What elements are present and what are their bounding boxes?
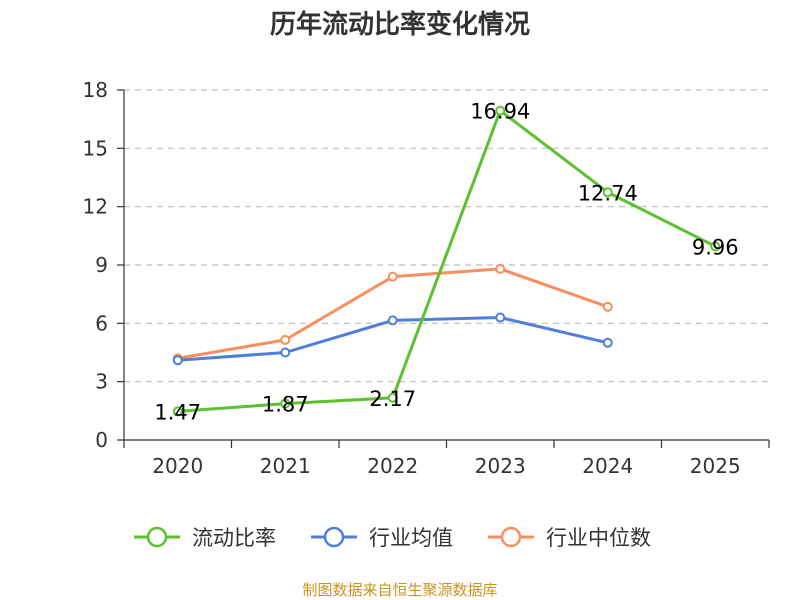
- x-tick-label: 2025: [690, 454, 741, 478]
- data-label: 16.94: [470, 100, 530, 124]
- data-label: 1.47: [154, 400, 201, 424]
- data-point: [387, 315, 398, 326]
- y-tick-label: 0: [95, 428, 108, 452]
- series-line: [177, 267, 609, 360]
- data-point: [602, 337, 613, 348]
- data-point: [602, 301, 613, 312]
- data-point: [172, 406, 183, 417]
- source-note: 制图数据来自恒生聚源数据库: [302, 581, 497, 599]
- data-point: [387, 392, 398, 403]
- data-point: [602, 187, 613, 198]
- series-line: [177, 109, 716, 413]
- data-point: [387, 271, 398, 282]
- grid-lines: [124, 89, 769, 383]
- legend-label: 行业均值: [369, 526, 453, 550]
- data-point: [280, 347, 291, 358]
- legend-item[interactable]: 流动比率: [134, 526, 276, 550]
- x-tick-label: 2020: [152, 454, 203, 478]
- data-point: [710, 241, 721, 252]
- y-tick-label: 12: [83, 195, 108, 219]
- legend-label: 行业中位数: [546, 526, 651, 550]
- legend-item[interactable]: 行业均值: [311, 526, 453, 550]
- y-tick-label: 18: [83, 78, 108, 102]
- data-point: [172, 355, 183, 366]
- x-tick-label: 2022: [367, 454, 418, 478]
- legend-marker-icon: [146, 526, 168, 548]
- data-point: [280, 334, 291, 345]
- x-tick-label: 2021: [260, 454, 311, 478]
- legend-marker-icon: [500, 526, 522, 548]
- y-tick-label: 15: [83, 136, 108, 160]
- chart-title: 历年流动比率变化情况: [270, 9, 530, 40]
- data-label: 12.74: [578, 181, 638, 205]
- data-point: [495, 263, 506, 274]
- data-labels: 1.47 1.87 2.17 16.94 12.74 9.96: [154, 100, 738, 425]
- data-point: [280, 398, 291, 409]
- y-tick-label: 3: [95, 370, 108, 394]
- x-tick-label: 2024: [582, 454, 633, 478]
- data-label: 9.96: [692, 235, 739, 259]
- legend-item[interactable]: 行业中位数: [488, 526, 651, 550]
- legend[interactable]: 流动比率 行业均值 行业中位数: [134, 526, 651, 550]
- legend-marker-icon: [323, 526, 345, 548]
- legend-label: 流动比率: [192, 526, 276, 550]
- x-tick-label: 2023: [475, 454, 526, 478]
- data-label: 2.17: [369, 387, 416, 411]
- data-label: 1.87: [262, 393, 309, 417]
- y-tick-label: 6: [95, 311, 108, 335]
- y-tick-label: 9: [95, 253, 108, 277]
- data-point: [495, 312, 506, 323]
- series-group: [172, 105, 721, 417]
- axes: 0 3 6 9 12 15 18 2020 2021 2022 2023 2024 2025: [83, 78, 770, 478]
- data-point: [495, 105, 506, 116]
